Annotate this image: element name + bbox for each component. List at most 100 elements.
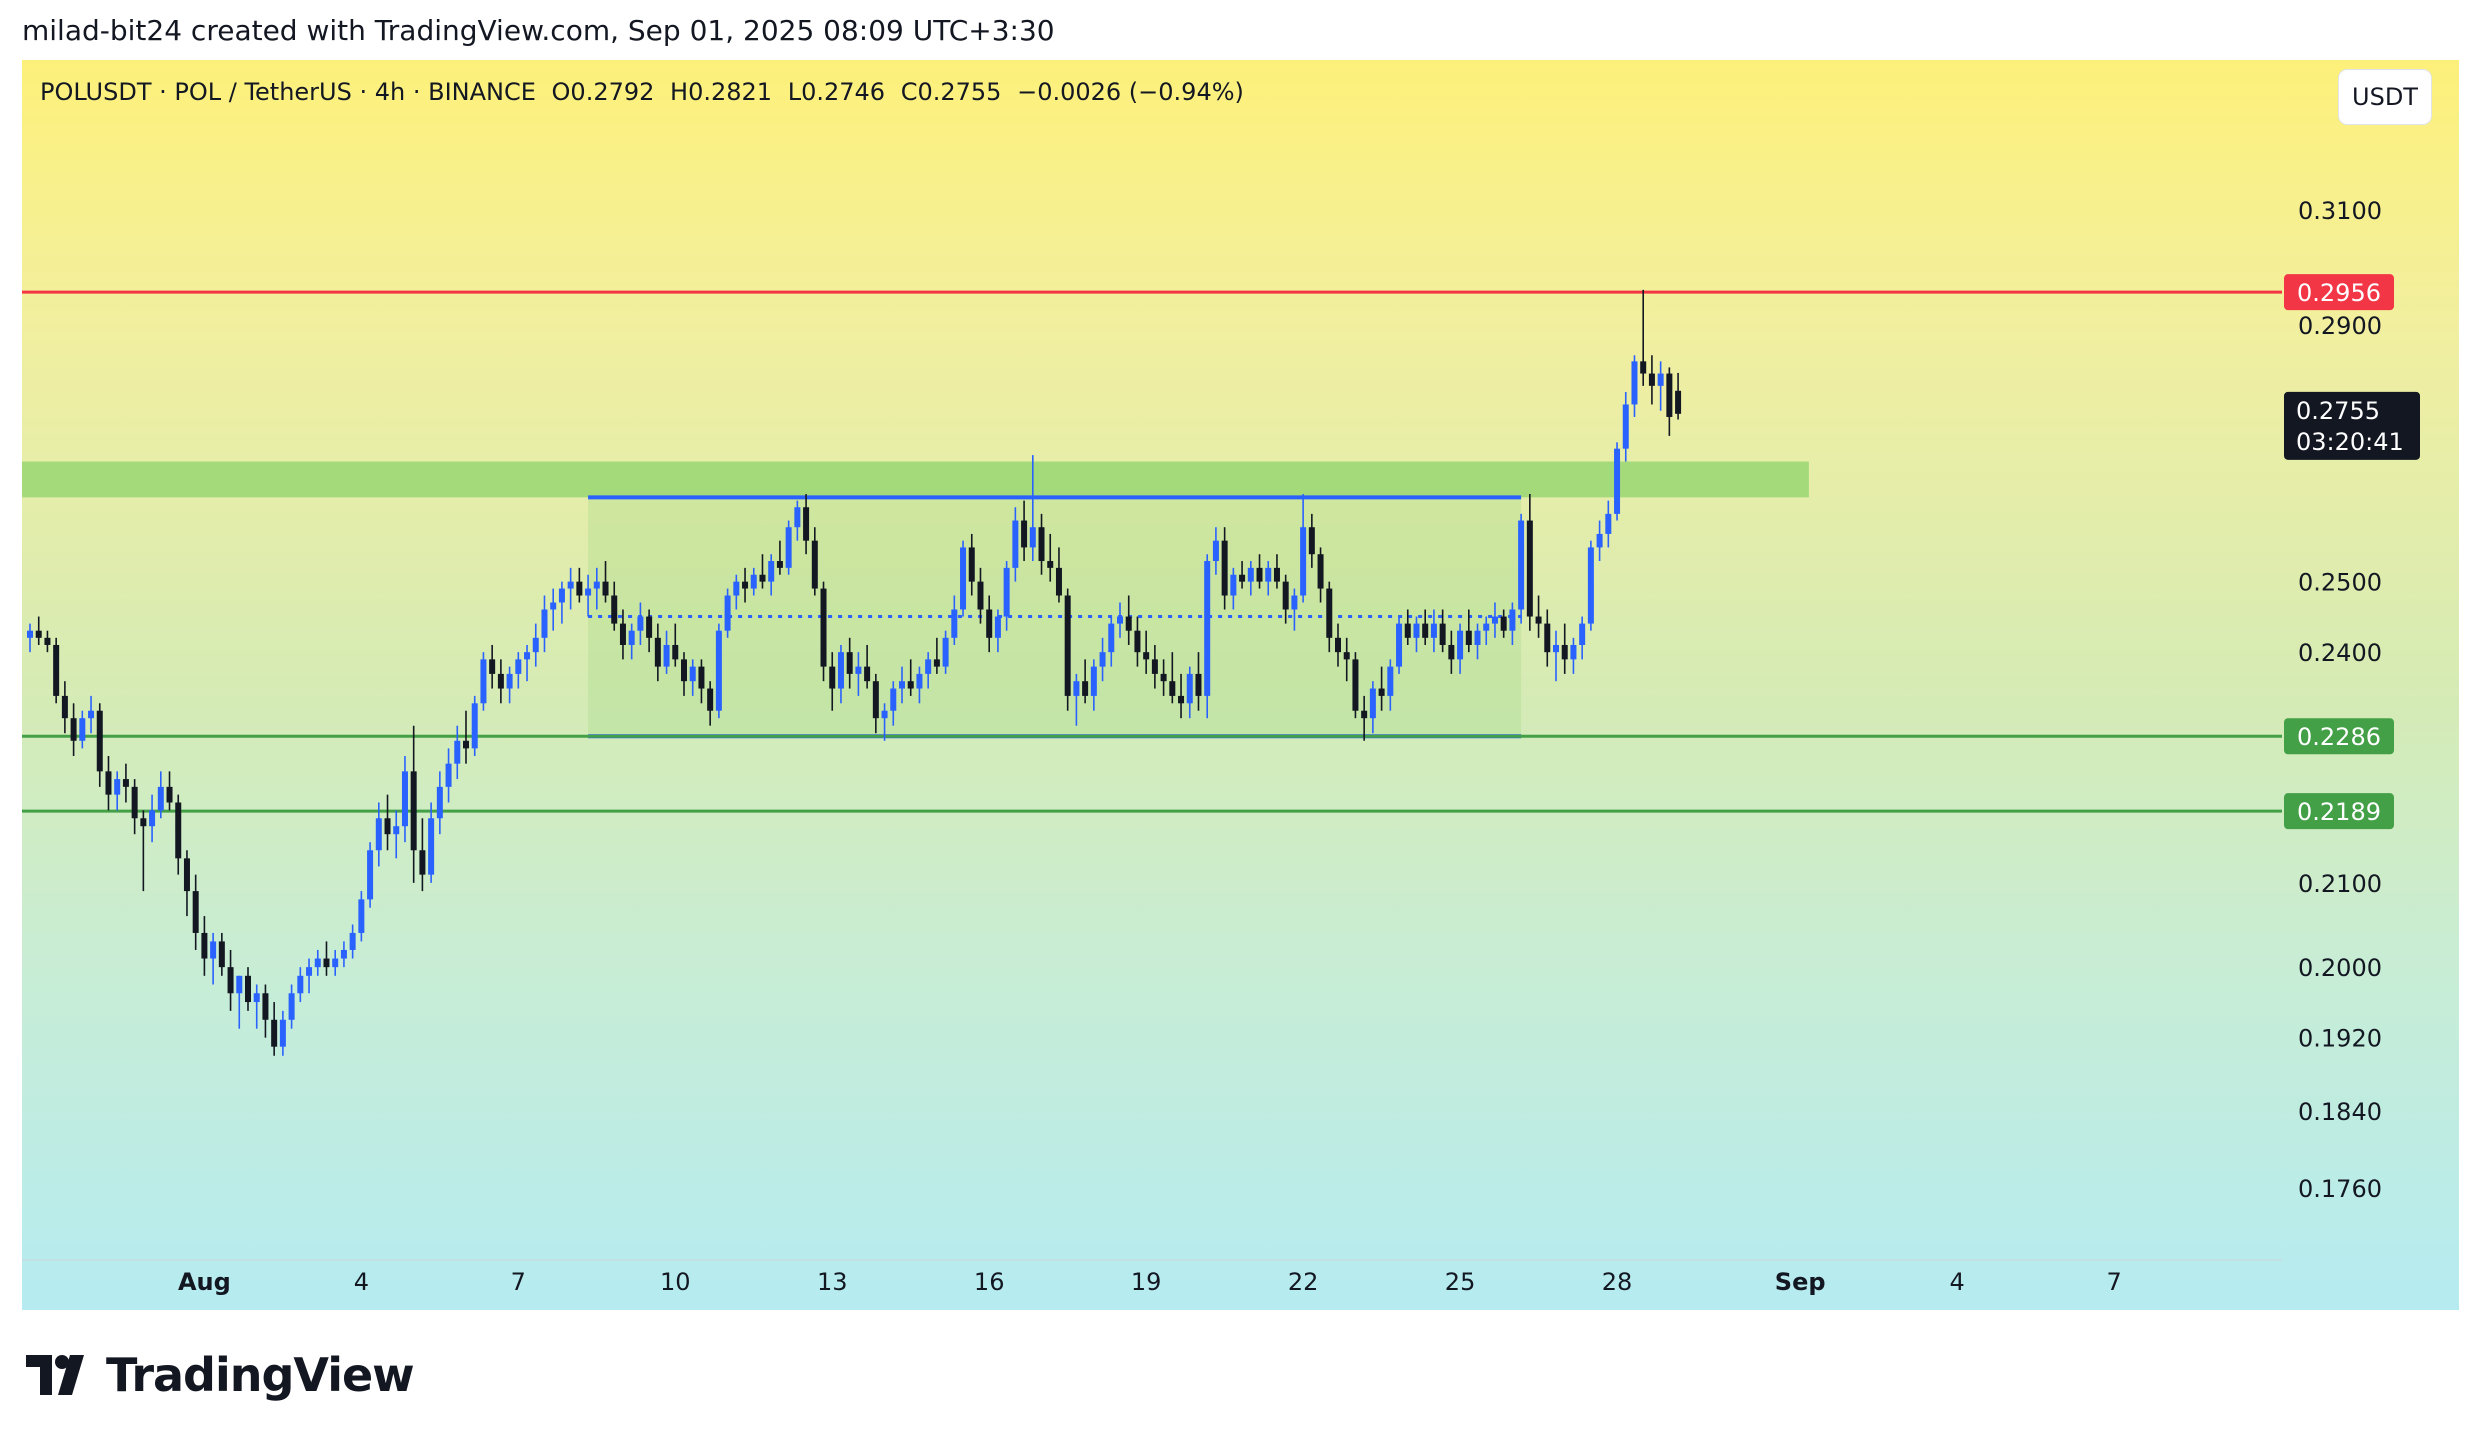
candle[interactable] bbox=[663, 630, 670, 674]
candle[interactable] bbox=[288, 984, 295, 1029]
candle[interactable] bbox=[1483, 616, 1490, 645]
candle[interactable] bbox=[1335, 623, 1341, 667]
candle[interactable] bbox=[1596, 520, 1603, 562]
candle[interactable] bbox=[1029, 455, 1036, 562]
candle[interactable] bbox=[1570, 637, 1577, 674]
candle[interactable] bbox=[1518, 513, 1525, 624]
candle[interactable] bbox=[1212, 527, 1219, 575]
candle[interactable] bbox=[1413, 616, 1420, 653]
candle[interactable] bbox=[506, 666, 513, 704]
candle[interactable] bbox=[410, 725, 417, 883]
candle[interactable] bbox=[35, 616, 42, 645]
candle[interactable] bbox=[733, 574, 740, 610]
candle[interactable] bbox=[960, 540, 967, 617]
candle[interactable] bbox=[1587, 540, 1594, 631]
candle[interactable] bbox=[855, 652, 862, 696]
candle[interactable] bbox=[140, 810, 147, 892]
candle[interactable] bbox=[689, 659, 696, 696]
candle[interactable] bbox=[236, 975, 243, 1029]
candle[interactable] bbox=[750, 567, 757, 596]
candle[interactable] bbox=[619, 609, 626, 660]
candle[interactable] bbox=[759, 554, 766, 589]
candle[interactable] bbox=[192, 874, 199, 950]
candle[interactable] bbox=[306, 958, 313, 994]
candle[interactable] bbox=[1160, 659, 1167, 696]
candle[interactable] bbox=[419, 818, 426, 892]
candle[interactable] bbox=[1343, 637, 1350, 682]
candle[interactable] bbox=[654, 623, 661, 682]
candle[interactable] bbox=[297, 967, 304, 1003]
candle[interactable] bbox=[340, 941, 347, 968]
candle[interactable] bbox=[1622, 392, 1629, 462]
candle[interactable] bbox=[602, 561, 609, 603]
candle[interactable] bbox=[1500, 609, 1507, 638]
candle[interactable] bbox=[803, 494, 810, 555]
candle[interactable] bbox=[1055, 547, 1062, 603]
candle[interactable] bbox=[1605, 500, 1612, 548]
candle[interactable] bbox=[541, 595, 548, 653]
candle[interactable] bbox=[1090, 659, 1097, 711]
candle[interactable] bbox=[1553, 630, 1559, 682]
candle[interactable] bbox=[698, 659, 705, 704]
candle[interactable] bbox=[349, 924, 356, 959]
candle[interactable] bbox=[628, 623, 635, 660]
candle[interactable] bbox=[253, 984, 260, 1029]
candle[interactable] bbox=[463, 710, 469, 764]
candle[interactable] bbox=[1614, 442, 1621, 521]
candle[interactable] bbox=[1047, 533, 1054, 582]
candle[interactable] bbox=[393, 810, 400, 859]
candle[interactable] bbox=[1099, 637, 1106, 682]
candle[interactable] bbox=[1143, 630, 1150, 674]
candle[interactable] bbox=[1300, 494, 1307, 603]
candle[interactable] bbox=[829, 652, 836, 711]
candle[interactable] bbox=[358, 891, 365, 942]
candle[interactable] bbox=[480, 652, 487, 711]
candle[interactable] bbox=[53, 637, 60, 704]
candle[interactable] bbox=[1239, 561, 1246, 589]
candle[interactable] bbox=[227, 949, 234, 1011]
candle[interactable] bbox=[994, 609, 1001, 653]
candle[interactable] bbox=[105, 756, 112, 811]
candle[interactable] bbox=[1448, 630, 1455, 674]
candle[interactable] bbox=[497, 659, 504, 704]
candle[interactable] bbox=[166, 771, 173, 811]
candle[interactable] bbox=[401, 756, 408, 843]
candle[interactable] bbox=[986, 595, 993, 653]
candle[interactable] bbox=[114, 771, 121, 811]
candle[interactable] bbox=[899, 666, 905, 704]
candle[interactable] bbox=[1230, 567, 1237, 610]
candle[interactable] bbox=[1387, 659, 1394, 711]
candle[interactable] bbox=[1457, 623, 1464, 674]
candle[interactable] bbox=[611, 581, 618, 631]
candle[interactable] bbox=[585, 574, 592, 617]
candle[interactable] bbox=[1666, 367, 1673, 436]
candle[interactable] bbox=[1064, 588, 1071, 711]
candle[interactable] bbox=[332, 949, 339, 976]
candle[interactable] bbox=[1352, 652, 1359, 719]
candle[interactable] bbox=[1247, 561, 1254, 596]
candle[interactable] bbox=[1648, 355, 1655, 405]
candle[interactable] bbox=[428, 802, 435, 883]
candle[interactable] bbox=[942, 630, 949, 674]
candle[interactable] bbox=[1396, 616, 1403, 674]
candle[interactable] bbox=[157, 771, 164, 819]
candle[interactable] bbox=[1430, 609, 1437, 653]
candle[interactable] bbox=[1675, 372, 1682, 420]
candle[interactable] bbox=[567, 567, 574, 610]
candle[interactable] bbox=[218, 932, 225, 976]
candle[interactable] bbox=[916, 666, 923, 704]
candle[interactable] bbox=[724, 588, 731, 638]
candle[interactable] bbox=[367, 842, 374, 908]
candle[interactable] bbox=[968, 533, 975, 596]
candle[interactable] bbox=[96, 703, 103, 787]
candle[interactable] bbox=[872, 673, 879, 734]
candle[interactable] bbox=[1282, 574, 1289, 624]
candle[interactable] bbox=[1361, 695, 1368, 741]
candle[interactable] bbox=[131, 779, 138, 835]
candle[interactable] bbox=[550, 588, 557, 631]
candle[interactable] bbox=[1012, 507, 1019, 582]
candle[interactable] bbox=[846, 637, 853, 689]
candle[interactable] bbox=[1265, 561, 1272, 596]
candle[interactable] bbox=[1465, 609, 1472, 653]
candle[interactable] bbox=[1439, 609, 1446, 653]
